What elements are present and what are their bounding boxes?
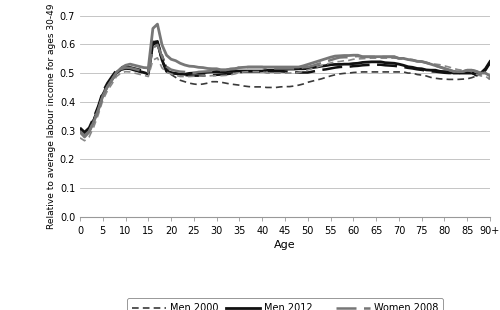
Women 2012 (487, 74, 493, 78)
Men 2000 (323, 76, 329, 79)
Men 2000 (77, 127, 83, 131)
Line: Women 2008: Women 2008 (80, 45, 490, 135)
Women 2000 (487, 78, 493, 81)
Men 2012 (482, 67, 488, 71)
Men 2008 (487, 61, 493, 65)
Men 2008 (77, 126, 83, 130)
Women 2008 (482, 74, 488, 78)
Women 2000 (132, 71, 138, 75)
Line: Men 2000: Men 2000 (80, 42, 490, 134)
Men 2012 (323, 64, 329, 68)
Men 2000 (132, 68, 138, 72)
Men 2000 (432, 76, 438, 80)
Men 2012 (432, 68, 438, 72)
Line: Women 2000: Women 2000 (80, 58, 490, 141)
Men 2008 (182, 73, 188, 77)
Men 2012 (191, 71, 197, 75)
X-axis label: Age: Age (274, 240, 296, 250)
Line: Women 2012: Women 2012 (80, 24, 490, 137)
Women 2012 (323, 57, 329, 60)
Legend: Men 2000, Men 2008, Men 2012, Women 2000, Women 2008, Women 2012: Men 2000, Men 2008, Men 2012, Women 2000… (127, 299, 443, 310)
Women 2000 (191, 74, 197, 78)
Women 2008 (132, 67, 138, 71)
Men 2000 (182, 80, 188, 84)
Men 2008 (323, 68, 329, 71)
Men 2008 (132, 67, 138, 70)
Women 2000 (482, 74, 488, 78)
Women 2008 (191, 71, 197, 75)
Women 2008 (154, 43, 160, 47)
Women 2008 (432, 64, 438, 68)
Women 2000 (182, 75, 188, 78)
Women 2012 (154, 22, 160, 26)
Men 2000 (482, 67, 488, 71)
Line: Men 2012: Men 2012 (80, 42, 490, 133)
Men 2012 (154, 40, 160, 43)
Women 2012 (77, 130, 83, 134)
Men 2008 (82, 130, 87, 134)
Women 2008 (82, 134, 87, 137)
Men 2012 (182, 72, 188, 76)
Men 2012 (132, 68, 138, 72)
Women 2000 (154, 56, 160, 60)
Men 2008 (191, 74, 197, 78)
Women 2008 (323, 60, 329, 64)
Men 2000 (487, 61, 493, 65)
Y-axis label: Relative to average labour income for ages 30-49: Relative to average labour income for ag… (46, 3, 56, 229)
Women 2000 (432, 62, 438, 66)
Women 2008 (77, 129, 83, 133)
Women 2012 (132, 64, 138, 67)
Women 2012 (482, 71, 488, 75)
Men 2012 (487, 60, 493, 64)
Men 2012 (77, 129, 83, 132)
Women 2012 (432, 64, 438, 68)
Women 2012 (82, 135, 87, 139)
Women 2008 (182, 70, 188, 74)
Men 2000 (191, 82, 197, 86)
Line: Men 2008: Men 2008 (80, 43, 490, 132)
Men 2008 (432, 70, 438, 73)
Women 2000 (77, 136, 83, 140)
Women 2008 (487, 77, 493, 81)
Women 2012 (182, 63, 188, 67)
Men 2000 (150, 40, 156, 43)
Men 2008 (482, 68, 488, 72)
Women 2000 (82, 139, 87, 143)
Men 2012 (82, 131, 87, 135)
Men 2008 (154, 41, 160, 45)
Women 2012 (191, 64, 197, 68)
Men 2000 (82, 132, 87, 135)
Women 2000 (323, 62, 329, 66)
